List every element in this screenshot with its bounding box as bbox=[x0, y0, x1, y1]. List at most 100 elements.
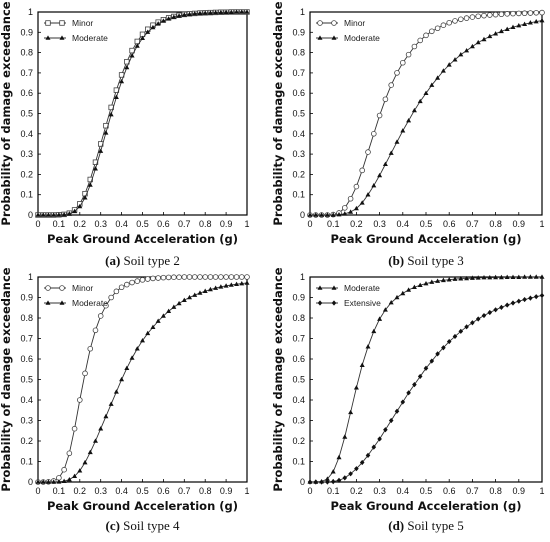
x-tick-label: 0.8 bbox=[199, 219, 212, 229]
data-point bbox=[469, 43, 475, 49]
legend-marker bbox=[45, 300, 51, 305]
caption-text: Soil type 4 bbox=[120, 518, 180, 533]
data-point bbox=[336, 211, 342, 217]
data-point bbox=[475, 39, 481, 45]
legend: Minor Moderate bbox=[44, 18, 108, 43]
data-point bbox=[71, 425, 78, 432]
data-point bbox=[394, 70, 400, 76]
data-point bbox=[197, 10, 203, 16]
data-point bbox=[134, 43, 140, 48]
data-point bbox=[452, 333, 458, 340]
data-point bbox=[377, 316, 383, 321]
data-point bbox=[394, 294, 400, 300]
data-point bbox=[359, 459, 365, 466]
data-point bbox=[92, 327, 99, 334]
y-tick-label: 0.6 bbox=[292, 354, 305, 364]
data-point bbox=[464, 324, 469, 330]
x-tick-label: 0.6 bbox=[157, 486, 170, 496]
data-point bbox=[499, 304, 504, 310]
data-point bbox=[504, 26, 510, 32]
data-point bbox=[382, 96, 389, 103]
y-tick-label: 0.3 bbox=[292, 416, 305, 426]
data-point bbox=[388, 417, 394, 424]
data-point bbox=[452, 276, 458, 281]
data-point bbox=[481, 312, 487, 319]
data-point bbox=[228, 274, 235, 280]
data-point bbox=[324, 212, 330, 217]
legend-marker bbox=[45, 35, 51, 40]
data-point bbox=[406, 118, 412, 123]
data-point bbox=[108, 401, 114, 406]
data-point bbox=[324, 476, 330, 481]
y-tick-label: 0.5 bbox=[20, 375, 33, 385]
y-tick-label: 0.1 bbox=[292, 190, 305, 200]
legend-label: Extensive bbox=[344, 298, 381, 308]
data-point bbox=[533, 294, 539, 300]
x-tick-label: 0 bbox=[307, 219, 312, 229]
data-point bbox=[124, 281, 130, 288]
data-point bbox=[405, 51, 412, 58]
legend-marker bbox=[59, 285, 65, 291]
data-point bbox=[417, 282, 423, 287]
x-tick-label: 0.2 bbox=[350, 486, 363, 496]
data-point bbox=[412, 382, 417, 388]
x-tick-label: 0 bbox=[35, 219, 40, 229]
data-point bbox=[371, 328, 377, 334]
x-tick-label: 0.9 bbox=[220, 219, 233, 229]
y-tick-label: 0 bbox=[300, 210, 305, 220]
data-point bbox=[171, 14, 177, 19]
data-point bbox=[446, 19, 453, 26]
data-point bbox=[539, 17, 545, 23]
data-point bbox=[118, 284, 125, 291]
data-point bbox=[307, 212, 313, 217]
x-tick-label: 1 bbox=[539, 219, 544, 229]
y-tick-label: 0.8 bbox=[292, 48, 305, 58]
y-tick-label: 0 bbox=[28, 477, 33, 487]
x-tick-label: 0.1 bbox=[53, 219, 66, 229]
x-tick-label: 0.5 bbox=[136, 219, 149, 229]
data-point bbox=[469, 14, 476, 20]
data-point bbox=[330, 469, 336, 474]
data-point bbox=[40, 479, 46, 484]
data-point bbox=[244, 280, 250, 285]
x-tick-label: 0.3 bbox=[373, 486, 386, 496]
data-point bbox=[435, 75, 441, 80]
data-point bbox=[171, 304, 177, 309]
data-point bbox=[498, 274, 504, 280]
y-tick-label: 0.5 bbox=[292, 375, 305, 385]
y-tick-label: 0.2 bbox=[20, 436, 33, 446]
caption-letter: (d) bbox=[388, 518, 404, 533]
series-minor bbox=[307, 9, 545, 218]
data-point bbox=[481, 275, 487, 280]
data-point bbox=[145, 330, 151, 336]
data-point bbox=[464, 275, 470, 281]
x-axis-label: Peak Ground Acceleration (g) bbox=[47, 232, 238, 246]
data-point bbox=[35, 479, 41, 484]
data-point bbox=[458, 328, 464, 334]
panel-caption: (b) Soil type 3 bbox=[388, 253, 463, 268]
y-axis-label: Probability of damage exceedance bbox=[271, 267, 285, 491]
data-point bbox=[134, 346, 140, 351]
data-point bbox=[353, 385, 359, 390]
data-point bbox=[330, 212, 336, 217]
data-point bbox=[516, 23, 522, 28]
x-tick-label: 0.7 bbox=[178, 219, 191, 229]
legend-marker bbox=[59, 300, 65, 305]
legend-label: Moderate bbox=[72, 33, 108, 43]
data-point bbox=[187, 294, 193, 300]
data-point bbox=[516, 274, 522, 280]
data-point bbox=[539, 292, 545, 299]
data-point bbox=[382, 307, 388, 312]
data-point bbox=[144, 276, 151, 282]
data-point bbox=[516, 298, 522, 304]
data-point bbox=[66, 450, 73, 457]
data-point bbox=[92, 438, 98, 443]
data-point bbox=[440, 277, 446, 283]
data-point bbox=[238, 274, 245, 280]
data-point bbox=[82, 370, 88, 377]
data-point bbox=[82, 195, 88, 200]
x-tick-label: 0.7 bbox=[178, 486, 191, 496]
x-tick-label: 0.9 bbox=[513, 219, 526, 229]
data-point bbox=[223, 283, 229, 288]
data-point bbox=[359, 200, 365, 205]
